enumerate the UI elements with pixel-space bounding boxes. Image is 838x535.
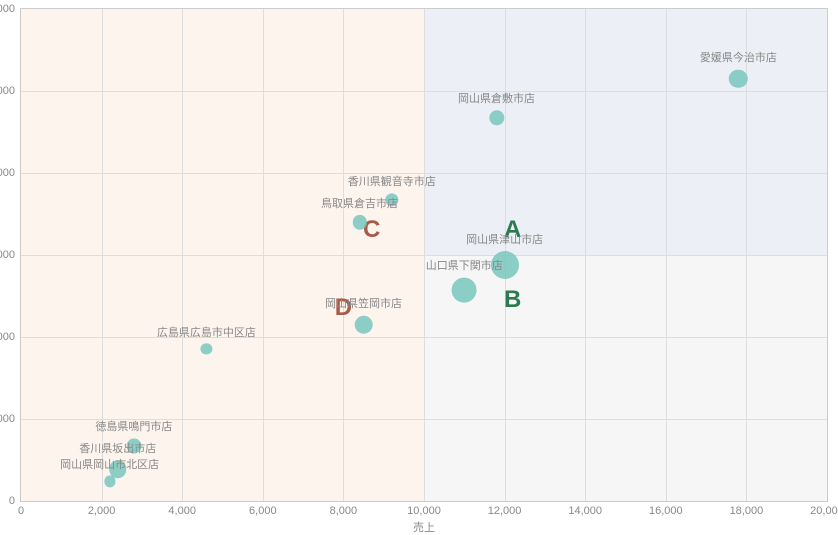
data-point-label: 香川県観音寺市店 xyxy=(348,173,436,191)
quadrant-bottom-right xyxy=(424,255,827,501)
data-point-label: 徳島県鳴門市店 xyxy=(95,418,172,436)
x-tick-label: 6,000 xyxy=(249,505,277,517)
gridline-v xyxy=(585,9,586,501)
y-tick-label: 2,000 xyxy=(0,413,15,425)
data-point-label: 鳥取県倉吉市店 xyxy=(321,195,398,213)
y-tick-label: 12,000 xyxy=(0,3,15,15)
y-tick-label: 8,000 xyxy=(0,167,15,179)
x-tick-label: 4,000 xyxy=(168,505,196,517)
data-point[interactable] xyxy=(354,315,373,334)
x-tick-label: 14,000 xyxy=(568,505,602,517)
x-tick-label: 18,000 xyxy=(730,505,764,517)
quadrant-letter-b: B xyxy=(504,286,521,314)
x-tick-label: 10,000 xyxy=(407,505,441,517)
data-point-label: 岡山県倉敷市店 xyxy=(458,90,535,108)
data-point-label: 広島県広島市中区店 xyxy=(157,324,256,342)
data-point-label: 岡山県岡山市北区店 xyxy=(60,456,159,474)
x-tick-label: 20,000 xyxy=(810,505,838,517)
y-tick-label: 4,000 xyxy=(0,331,15,343)
data-point[interactable] xyxy=(452,277,477,302)
y-tick-label: 10,000 xyxy=(0,85,15,97)
x-tick-label: 16,000 xyxy=(649,505,683,517)
x-tick-label: 8,000 xyxy=(330,505,358,517)
y-tick-label: 6,000 xyxy=(0,249,15,261)
x-tick-label: 0 xyxy=(18,505,24,517)
gridline-v xyxy=(343,9,344,501)
data-point-label: 岡山県津山市店 xyxy=(466,231,543,249)
gridline-v xyxy=(666,9,667,501)
gridline-v xyxy=(424,9,425,501)
chart-container: 0 2,000 4,000 6,000 8,000 10,000 12,000 0 2,000 4… xyxy=(0,0,838,532)
data-point-label: 岡山県笠岡市店 xyxy=(325,295,402,313)
gridline-v xyxy=(182,9,183,501)
data-point-label: 愛媛県今治市店 xyxy=(700,49,777,67)
x-axis-label: 売上 xyxy=(413,519,435,535)
y-tick-label: 0 xyxy=(9,495,15,507)
data-point[interactable] xyxy=(729,69,748,88)
data-point-label: 山口県下関市店 xyxy=(426,257,503,275)
plot-area: 02,0004,0006,0008,00010,00012,00002,0004… xyxy=(20,8,828,502)
gridline-v xyxy=(263,9,264,501)
x-tick-label: 2,000 xyxy=(88,505,116,517)
quadrant-top-right xyxy=(424,9,827,255)
x-tick-label: 12,000 xyxy=(488,505,522,517)
